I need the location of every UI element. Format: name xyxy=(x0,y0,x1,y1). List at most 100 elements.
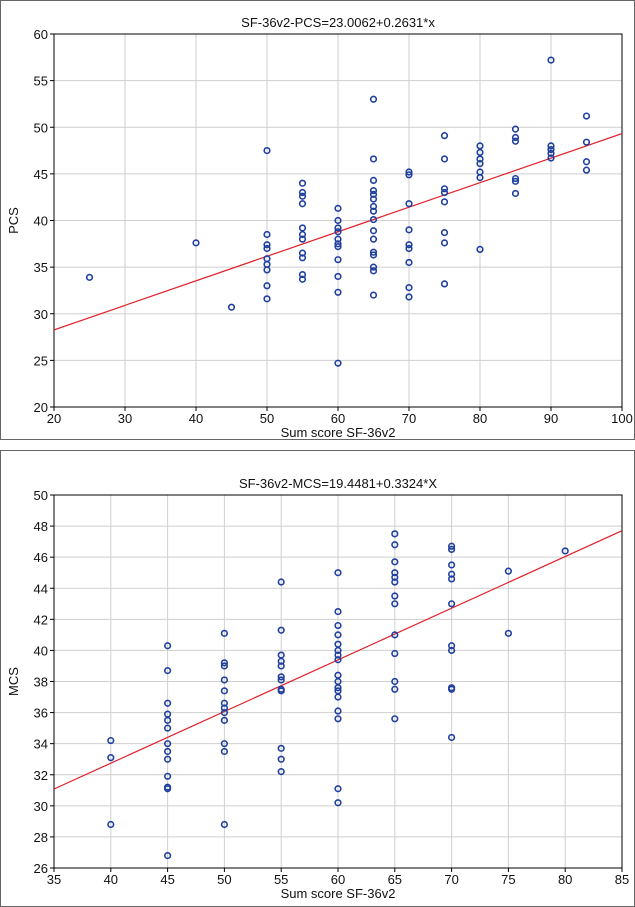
chart1-point-81 xyxy=(504,567,513,575)
chart0-point-49 xyxy=(369,291,378,299)
chart1-point-64 xyxy=(391,600,399,608)
chart0-point-3 xyxy=(263,146,271,155)
chart0-point-19 xyxy=(298,249,307,257)
chart1-point-8 xyxy=(164,724,172,732)
pcs-scatter-chart: SF-36v2-PCS=23.0062+0.2631*x 20 30 40 50 60 70… xyxy=(0,0,635,440)
chart0-xtick-label-6: 80 xyxy=(473,411,487,426)
chart0-point-42 xyxy=(369,215,378,224)
chart1-point-71 xyxy=(448,545,456,553)
chart1-series-group xyxy=(54,530,622,790)
chart1-xtick-label-9: 80 xyxy=(558,872,572,887)
chart0-ytick-label-6: 50 xyxy=(34,120,48,135)
chart0-xtick-label-1: 30 xyxy=(118,411,132,426)
mcs-scatter-chart: SF-36v2-MCS=19.4481+0.3324*X 35 40 45 50 55 60… xyxy=(0,450,635,907)
chart1-point-70 xyxy=(448,542,456,550)
chart0-point-76 xyxy=(511,137,520,145)
chart0-point-22 xyxy=(298,275,307,283)
chart1-point-63 xyxy=(391,592,399,600)
chart1-point-69 xyxy=(391,715,399,723)
chart1-point-37 xyxy=(277,744,285,752)
chart1-point-53 xyxy=(334,707,342,715)
chart1-ytick-label-7: 40 xyxy=(34,643,48,658)
chart1-point-27 xyxy=(220,820,228,829)
chart1-ytick-label-2: 30 xyxy=(34,799,48,814)
chart0-point-77 xyxy=(511,174,520,183)
chart1-ytick-label-11: 48 xyxy=(34,519,48,534)
chart1-ytick-label-12: 50 xyxy=(34,488,48,503)
chart0-point-21 xyxy=(298,270,307,279)
chart1-point-11 xyxy=(164,755,172,763)
chart0-point-53 xyxy=(405,226,413,234)
chart1-point-57 xyxy=(391,530,399,538)
chart0-point-24 xyxy=(334,216,342,225)
chart1-point-45 xyxy=(334,646,342,655)
chart0-point-57 xyxy=(405,284,413,292)
chart0-point-48 xyxy=(369,267,378,275)
chart1-yaxis-title: MCS xyxy=(6,667,21,696)
chart1-point-50 xyxy=(334,684,342,692)
chart0-point-25 xyxy=(334,224,342,232)
chart1-point-1 xyxy=(107,754,115,762)
chart0-xtick-label-0: 20 xyxy=(47,411,61,426)
chart0-point-28 xyxy=(334,240,342,248)
chart1-point-66 xyxy=(391,649,399,658)
chart1-ytick-label-6: 38 xyxy=(34,675,48,690)
chart1-point-10 xyxy=(164,747,172,756)
chart1-point-3 xyxy=(164,642,172,650)
chart1-point-47 xyxy=(334,656,342,664)
chart0-point-12 xyxy=(298,179,307,187)
chart0-point-17 xyxy=(298,230,307,239)
chart1-xtick-label-3: 50 xyxy=(217,872,231,887)
chart1-point-62 xyxy=(391,578,399,586)
chart1-point-2 xyxy=(107,820,115,829)
chart1-point-67 xyxy=(391,677,399,686)
chart1-point-31 xyxy=(277,657,285,665)
chart1-point-29 xyxy=(277,626,285,634)
chart1-point-9 xyxy=(164,740,172,748)
chart1-point-4 xyxy=(164,667,172,675)
chart1-point-5 xyxy=(164,699,172,707)
chart1-point-15 xyxy=(164,851,172,860)
chart0-point-2 xyxy=(227,303,236,311)
chart0-point-85 xyxy=(582,112,591,120)
chart1-point-79 xyxy=(448,685,456,693)
chart0-xtick-label-5: 70 xyxy=(402,411,416,426)
chart0-point-5 xyxy=(263,241,271,249)
chart1-point-80 xyxy=(448,733,456,742)
chart0-point-67 xyxy=(476,142,484,150)
chart1-point-22 xyxy=(220,704,228,712)
chart0-xtick-label-7: 90 xyxy=(544,411,558,426)
chart1-ytick-label-0: 26 xyxy=(34,861,48,876)
chart0-point-61 xyxy=(440,185,449,193)
chart0-point-80 xyxy=(547,56,555,64)
chart0-point-1 xyxy=(192,239,200,247)
chart1-point-0 xyxy=(107,736,115,745)
chart0-point-59 xyxy=(440,132,449,140)
chart0-point-79 xyxy=(511,189,520,198)
chart0-point-58 xyxy=(405,293,413,301)
chart1-point-25 xyxy=(220,740,228,748)
chart0-point-10 xyxy=(263,282,271,290)
chart0-point-30 xyxy=(334,256,342,264)
chart1-point-36 xyxy=(277,687,285,695)
chart1-point-18 xyxy=(220,662,228,670)
chart1-point-28 xyxy=(277,578,285,586)
chart0-point-31 xyxy=(334,272,342,281)
chart1-point-41 xyxy=(334,607,342,616)
chart0-point-81 xyxy=(547,142,555,150)
chart0-point-51 xyxy=(405,171,413,179)
chart0-point-34 xyxy=(369,95,378,103)
chart0-point-44 xyxy=(369,235,378,243)
chart0-point-84 xyxy=(547,154,555,162)
chart1-point-74 xyxy=(448,575,456,583)
chart0-xtick-label-4: 60 xyxy=(331,411,345,426)
chart1-ytick-label-9: 44 xyxy=(34,581,48,596)
chart1-point-55 xyxy=(334,785,342,793)
chart1-point-75 xyxy=(448,600,456,608)
chart1-point-59 xyxy=(391,558,399,566)
chart0-point-18 xyxy=(298,235,307,243)
chart1-point-17 xyxy=(220,659,228,667)
chart1-ytick-label-3: 32 xyxy=(34,768,48,783)
chart1-point-73 xyxy=(448,570,456,578)
